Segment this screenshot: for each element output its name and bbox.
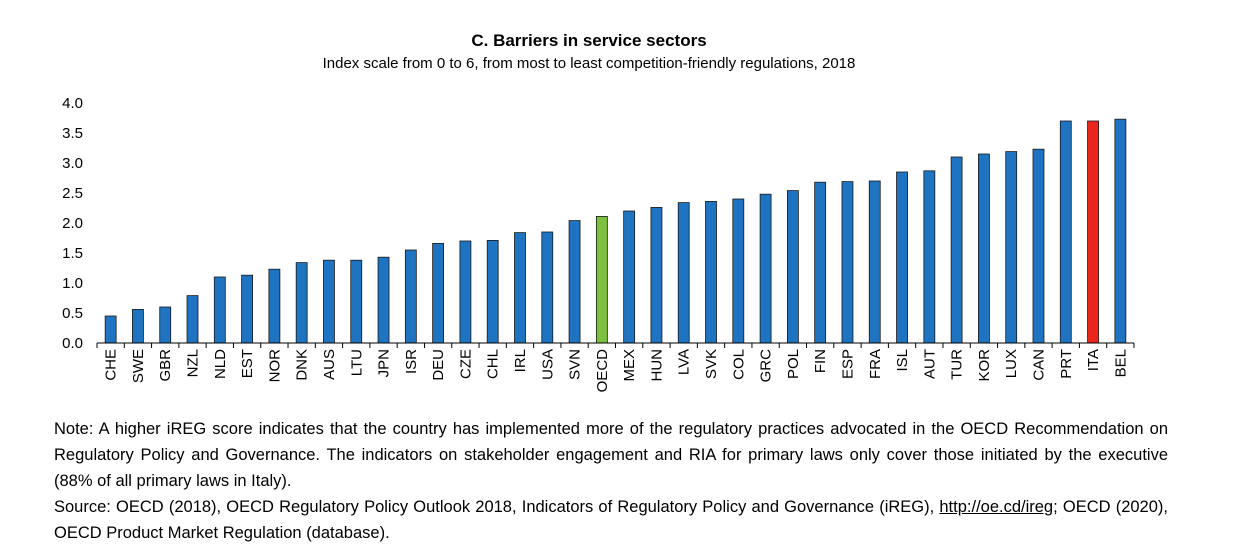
y-tick-label: 3.0: [62, 155, 83, 172]
x-tick-label: LTU: [348, 349, 365, 376]
x-axis: CHE SWE GBR NZL NLD EST NOR DNK AUS LTU JPN ISR DEU C…: [96, 342, 1135, 393]
x-tick-label: GBR: [157, 349, 174, 382]
bar-nld: [213, 276, 226, 344]
bar-prt: [1059, 120, 1072, 344]
x-tick-label: AUT: [921, 349, 938, 379]
y-tick-label: 4.0: [62, 95, 83, 112]
bar-svn: [568, 220, 581, 344]
bar-esp: [841, 181, 854, 344]
bar-deu: [432, 242, 445, 344]
bar-isl: [896, 171, 908, 344]
bar-lux: [1005, 151, 1018, 344]
bar-kor: [978, 153, 990, 344]
y-axis: 0.0 0.5 1.0 1.5 2.0 2.5 3.0 3.5 4.0: [62, 95, 83, 352]
source-link[interactable]: http://oe.cd/ireg: [939, 498, 1054, 516]
y-tick-label: 0.0: [62, 335, 83, 352]
y-tick-label: 1.5: [62, 245, 83, 262]
x-tick-label: FRA: [867, 349, 884, 379]
x-tick-label: KOR: [976, 349, 993, 382]
bar-che: [104, 315, 117, 344]
chart-subtitle: Index scale from 0 to 6, from most to le…: [322, 55, 856, 72]
x-tick-label: CHL: [485, 349, 502, 379]
bar-isr: [404, 249, 417, 344]
x-tick-label: AUS: [321, 349, 338, 380]
bar-col: [732, 198, 745, 344]
bar-nor: [268, 268, 281, 344]
x-tick-label: GRC: [758, 349, 775, 383]
bar-nzl: [186, 295, 199, 344]
x-tick-label: SVN: [567, 349, 584, 380]
bar-grc: [759, 193, 772, 344]
bar-aut: [923, 170, 936, 344]
y-tick-label: 3.5: [62, 125, 83, 142]
bars: [104, 118, 1127, 344]
bar-ita: [1087, 120, 1099, 344]
x-tick-label: NZL: [185, 349, 202, 377]
bar-jpn: [377, 256, 390, 344]
x-tick-label: MEX: [621, 349, 638, 382]
bar-gbr: [159, 306, 172, 344]
x-tick-label: ITA: [1085, 349, 1102, 371]
bar-ltu: [350, 259, 363, 344]
x-tick-label: CZE: [457, 349, 474, 379]
bar-svk: [705, 200, 717, 344]
bar-chl: [486, 239, 499, 344]
bar-fin: [814, 181, 827, 344]
bar-can: [1032, 148, 1045, 344]
chart-source: Source: OECD (2018), OECD Regulatory Pol…: [54, 494, 1168, 546]
chart-note: Note: A higher iREG score indicates that…: [54, 420, 1168, 490]
x-tick-label: POL: [785, 349, 802, 379]
bar-swe: [132, 308, 144, 344]
source-suffix: ; OECD (2020), OECD Product Market Regul…: [54, 498, 1168, 542]
x-tick-label: NLD: [212, 349, 229, 379]
x-tick-label: CHE: [103, 349, 120, 381]
source-prefix: Source: OECD (2018), OECD Regulatory Pol…: [54, 498, 940, 516]
x-tick-label: NOR: [266, 349, 283, 383]
bar-cze: [459, 240, 472, 344]
y-tick-label: 2.0: [62, 215, 83, 232]
bar-hun: [650, 206, 663, 344]
bar-tur: [950, 156, 963, 344]
x-tick-label: BEL: [1112, 349, 1129, 377]
x-tick-label: JPN: [376, 349, 393, 377]
x-tick-label: IRL: [512, 349, 529, 372]
x-tick-label: COL: [730, 349, 747, 380]
bar-aus: [323, 259, 335, 344]
x-tick-label: FIN: [812, 349, 829, 373]
x-tick-label: DNK: [294, 349, 311, 381]
x-tick-label: LUX: [1003, 349, 1020, 378]
x-tick-label: ISL: [894, 349, 911, 372]
y-tick-label: 2.5: [62, 185, 83, 202]
y-tick-label: 0.5: [62, 305, 83, 322]
x-tick-label: CAN: [1030, 349, 1047, 381]
x-tick-label: DEU: [430, 349, 447, 381]
x-tick-label: OECD: [594, 349, 611, 393]
bar-est: [241, 274, 253, 344]
bar-pol: [786, 190, 799, 344]
x-tick-label: ISR: [403, 349, 420, 374]
bar-mex: [623, 210, 636, 344]
x-tick-label: EST: [239, 349, 256, 378]
bar-fra: [868, 180, 881, 344]
x-tick-label: PRT: [1058, 349, 1075, 379]
bar-oecd: [595, 215, 608, 344]
chart-title: C. Barriers in service sectors: [471, 31, 707, 50]
x-tick-label: USA: [539, 349, 556, 380]
bar-irl: [514, 232, 526, 344]
bar-usa: [541, 231, 554, 344]
bar-dnk: [295, 262, 308, 344]
bar-bel: [1114, 118, 1127, 344]
x-tick-label: TUR: [949, 349, 966, 380]
y-tick-label: 1.0: [62, 275, 83, 292]
x-tick-label: ESP: [839, 349, 856, 379]
x-tick-label: SVK: [703, 349, 720, 379]
x-tick-label: SWE: [130, 349, 147, 383]
x-tick-label: LVA: [676, 349, 693, 375]
x-tick-label: HUN: [648, 349, 665, 382]
bar-chart: 0.0 0.5 1.0 1.5 2.0 2.5 3.0 3.5 4.0 CHE SWE GBR NZL…: [62, 95, 1135, 393]
bar-lva: [677, 202, 690, 344]
